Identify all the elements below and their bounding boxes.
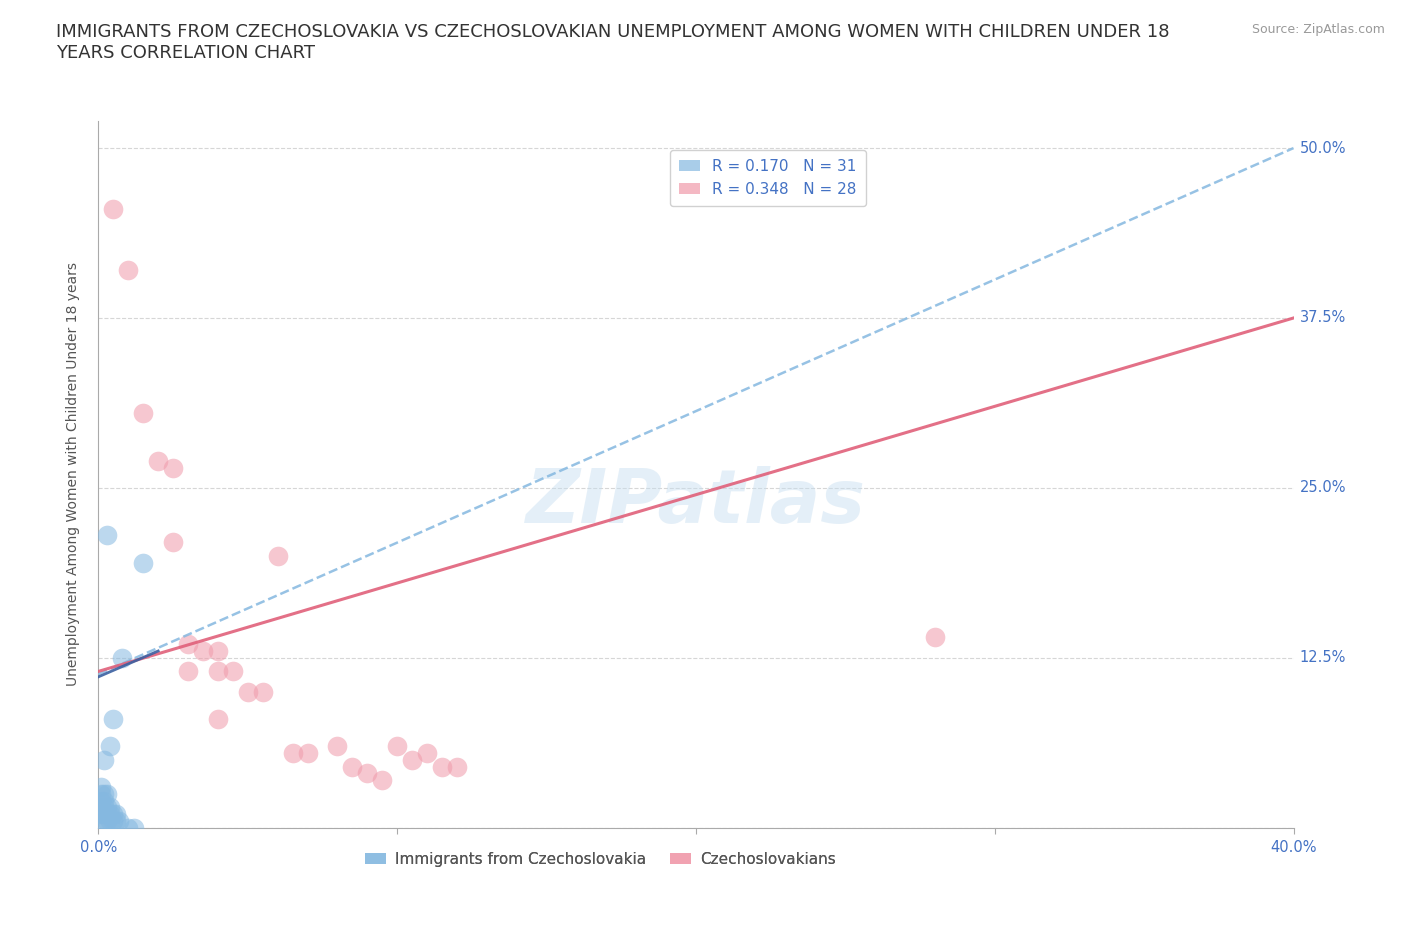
Point: [924, 630, 946, 644]
Text: 37.5%: 37.5%: [1299, 311, 1346, 325]
Point: [326, 738, 349, 753]
Point: [401, 752, 423, 767]
Text: 12.5%: 12.5%: [1299, 650, 1346, 665]
Point: [98, 800, 122, 815]
Point: [103, 202, 125, 217]
Text: IMMIGRANTS FROM CZECHOSLOVAKIA VS CZECHOSLOVAKIAN UNEMPLOYMENT AMONG WOMEN WITH : IMMIGRANTS FROM CZECHOSLOVAKIA VS CZECHO…: [56, 23, 1170, 62]
Point: [93, 752, 115, 767]
Point: [93, 786, 115, 801]
Text: 0.0%: 0.0%: [80, 841, 117, 856]
Text: 50.0%: 50.0%: [1299, 140, 1346, 155]
Point: [385, 738, 409, 753]
Point: [90, 786, 112, 801]
Point: [105, 814, 128, 829]
Point: [98, 738, 122, 753]
Point: [177, 637, 200, 652]
Point: [93, 793, 115, 808]
Point: [103, 814, 125, 829]
Point: [96, 806, 118, 821]
Point: [96, 800, 118, 815]
Point: [93, 800, 115, 815]
Point: [297, 746, 319, 761]
Point: [90, 793, 112, 808]
Point: [98, 806, 122, 821]
Point: [430, 759, 453, 774]
Point: [93, 814, 115, 829]
Text: 40.0%: 40.0%: [1270, 841, 1317, 856]
Point: [90, 806, 112, 821]
Point: [416, 746, 439, 761]
Point: [252, 684, 274, 699]
Point: [96, 814, 118, 829]
Point: [96, 528, 118, 543]
Point: [105, 806, 128, 821]
Point: [98, 814, 122, 829]
Text: 25.0%: 25.0%: [1299, 481, 1346, 496]
Point: [236, 684, 259, 699]
Point: [177, 664, 200, 679]
Point: [148, 453, 170, 468]
Point: [111, 650, 134, 665]
Point: [191, 644, 214, 658]
Point: [90, 814, 112, 829]
Point: [108, 814, 131, 829]
Point: [103, 711, 125, 726]
Point: [117, 820, 139, 835]
Text: Source: ZipAtlas.com: Source: ZipAtlas.com: [1251, 23, 1385, 36]
Point: [281, 746, 304, 761]
Point: [207, 644, 229, 658]
Point: [93, 806, 115, 821]
Point: [132, 555, 155, 570]
Point: [371, 773, 394, 788]
Point: [96, 786, 118, 801]
Point: [342, 759, 364, 774]
Point: [124, 820, 146, 835]
Point: [446, 759, 468, 774]
Legend: Immigrants from Czechoslovakia, Czechoslovakians: Immigrants from Czechoslovakia, Czechosl…: [359, 846, 842, 873]
Point: [90, 779, 112, 794]
Point: [90, 800, 112, 815]
Point: [267, 549, 290, 564]
Text: ZIPatlas: ZIPatlas: [526, 466, 866, 539]
Point: [207, 664, 229, 679]
Point: [222, 664, 245, 679]
Point: [356, 766, 378, 781]
Point: [132, 405, 155, 420]
Point: [117, 263, 139, 278]
Point: [162, 535, 184, 550]
Y-axis label: Unemployment Among Women with Children Under 18 years: Unemployment Among Women with Children U…: [66, 262, 80, 686]
Point: [162, 460, 184, 475]
Point: [103, 806, 125, 821]
Point: [207, 711, 229, 726]
